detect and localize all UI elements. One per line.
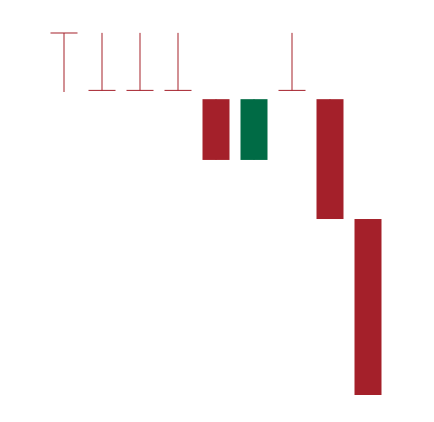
candle-body [164, 89, 192, 91]
candle-4 [164, 32, 192, 91]
candle-body [88, 89, 116, 91]
candle-5 [202, 99, 230, 160]
candle-body [50, 32, 78, 34]
candle-body [126, 89, 154, 91]
candle-6 [240, 99, 268, 160]
candle-9 [354, 219, 382, 395]
candle-2 [88, 32, 116, 91]
candle-body [354, 219, 382, 395]
candle-body [316, 99, 344, 220]
candle-8 [316, 99, 344, 220]
candle-body [202, 99, 230, 160]
candle-body [278, 89, 306, 91]
candles-group [50, 32, 382, 395]
candle-1 [50, 32, 78, 92]
candle-7 [278, 32, 306, 91]
candle-body [240, 99, 268, 160]
candle-3 [126, 32, 154, 91]
